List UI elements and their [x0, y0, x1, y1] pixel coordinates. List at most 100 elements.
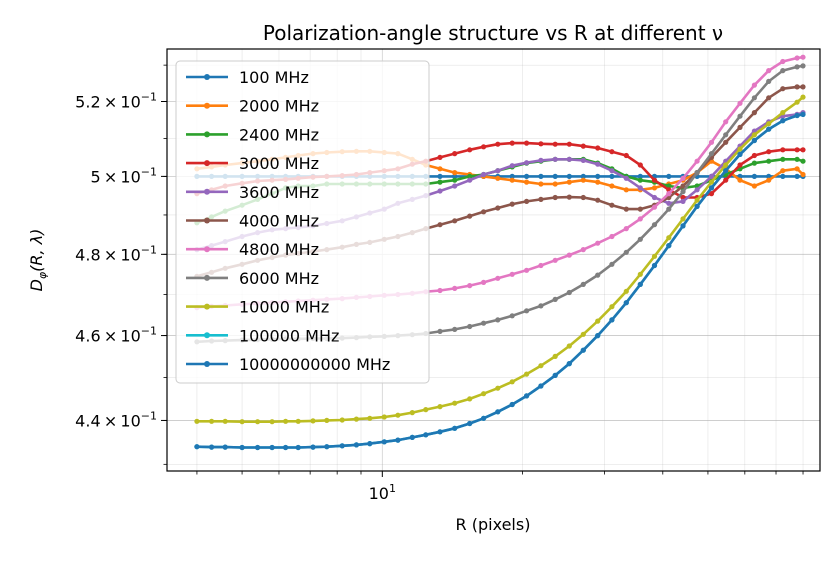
legend-label: 3600 MHz: [239, 183, 319, 202]
data-point: [623, 288, 629, 294]
data-point: [751, 173, 758, 179]
data-point: [800, 147, 806, 153]
data-point: [637, 177, 643, 183]
data-point: [481, 320, 487, 326]
data-point: [651, 177, 658, 183]
data-point: [580, 281, 586, 287]
data-point: [680, 175, 686, 181]
data-point: [780, 110, 786, 116]
data-point: [766, 149, 772, 155]
data-point: [694, 203, 700, 209]
data-point: [666, 235, 672, 241]
y-tick-label: 4.4 × 10−1: [75, 409, 157, 430]
data-point: [481, 391, 487, 397]
data-point: [367, 441, 373, 447]
data-point: [723, 177, 729, 183]
data-point: [437, 188, 443, 194]
data-point: [538, 383, 544, 389]
legend-label: 3000 MHz: [239, 154, 319, 173]
legend-swatch-marker: [204, 303, 210, 310]
data-point: [467, 147, 473, 153]
data-point: [209, 444, 215, 450]
data-point: [339, 417, 345, 423]
data-point: [708, 191, 715, 197]
data-point: [609, 168, 615, 174]
data-point: [538, 173, 544, 179]
data-point: [694, 158, 700, 164]
data-point: [495, 141, 501, 147]
data-point: [637, 236, 643, 242]
data-point: [723, 132, 729, 138]
y-tick-labels: 4.4 × 10−14.6 × 10−14.8 × 10−15 × 10−15.…: [75, 91, 157, 431]
data-point: [566, 343, 572, 349]
series-11: [194, 111, 806, 451]
legend-swatch-marker: [204, 361, 210, 367]
data-point: [609, 317, 615, 323]
data-point: [509, 313, 515, 319]
data-point: [552, 194, 558, 201]
y-tick-exponent: −1: [141, 409, 157, 422]
data-point: [524, 371, 530, 377]
data-point: [239, 419, 245, 425]
data-point: [637, 216, 643, 222]
data-point: [751, 95, 758, 101]
data-point: [723, 162, 729, 168]
data-point: [666, 173, 672, 179]
data-point: [595, 240, 601, 246]
data-point: [595, 197, 601, 203]
data-point: [694, 170, 700, 176]
data-point: [538, 141, 544, 147]
data-point: [194, 418, 200, 424]
data-point: [495, 205, 501, 211]
data-point: [580, 177, 586, 183]
data-point: [552, 296, 558, 302]
data-point: [222, 418, 228, 424]
data-point: [339, 443, 345, 449]
data-point: [800, 171, 806, 178]
data-point: [552, 141, 558, 147]
data-point: [800, 84, 806, 90]
data-point: [566, 252, 572, 258]
data-point: [222, 444, 228, 450]
data-point: [310, 418, 316, 424]
data-point: [437, 429, 443, 435]
y-tick-exponent: −1: [141, 165, 157, 178]
data-point: [609, 233, 615, 240]
data-point: [452, 400, 458, 406]
data-point: [794, 99, 800, 105]
data-point: [437, 154, 443, 160]
y-tick-mantissa: 5 × 10: [90, 167, 140, 186]
data-point: [538, 363, 544, 369]
data-point: [800, 63, 806, 69]
data-point: [552, 181, 558, 187]
legend-entry: 6000 MHz: [186, 269, 319, 288]
data-point: [509, 201, 515, 207]
data-point: [780, 168, 786, 174]
data-point: [467, 283, 473, 289]
data-point: [637, 271, 643, 277]
y-axis-label-main: D: [27, 279, 46, 291]
data-point: [794, 173, 800, 179]
data-point: [437, 222, 443, 228]
data-point: [651, 262, 658, 269]
legend-label: 2000 MHz: [239, 97, 319, 116]
data-point: [637, 173, 643, 179]
data-point: [737, 177, 743, 183]
plot-frame: [166, 48, 821, 472]
data-point: [538, 303, 544, 309]
data-point: [467, 396, 473, 402]
data-point: [509, 177, 515, 183]
legend-entry: 3000 MHz: [186, 154, 319, 173]
data-point: [524, 267, 530, 273]
data-point: [524, 140, 530, 146]
data-point: [324, 444, 330, 450]
data-point: [780, 147, 786, 153]
data-point: [723, 168, 729, 174]
data-point: [595, 173, 601, 179]
x-tick-base: 10: [369, 484, 389, 503]
data-point: [609, 183, 615, 189]
data-point: [437, 287, 443, 294]
data-point: [595, 272, 601, 278]
data-point: [209, 418, 215, 424]
